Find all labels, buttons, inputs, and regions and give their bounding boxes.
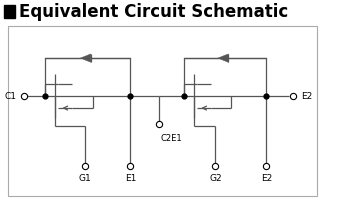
Bar xyxy=(4,5,15,18)
Text: E1: E1 xyxy=(125,173,136,183)
Text: E2: E2 xyxy=(261,173,272,183)
Polygon shape xyxy=(218,54,228,62)
Text: C1: C1 xyxy=(4,92,16,101)
Text: C2E1: C2E1 xyxy=(161,134,182,143)
Text: G2: G2 xyxy=(209,173,222,183)
Text: E2: E2 xyxy=(301,92,313,101)
Text: Equivalent Circuit Schematic: Equivalent Circuit Schematic xyxy=(19,3,288,21)
Bar xyxy=(8,26,317,196)
Text: G1: G1 xyxy=(79,173,91,183)
Polygon shape xyxy=(80,54,91,62)
